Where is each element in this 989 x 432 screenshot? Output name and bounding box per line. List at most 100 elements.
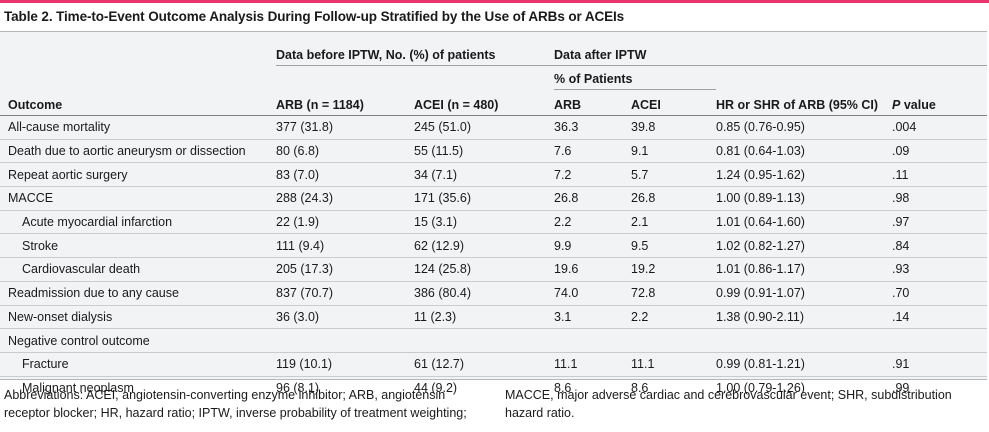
cell-acei-after: 2.1 [631, 210, 716, 235]
cell-arb-before: 288 (24.3) [276, 186, 414, 211]
table-row: Stroke 111 (9.4) 62 (12.9) 9.9 9.5 1.02 (0.82… [0, 233, 988, 259]
table-row: Death due to aortic aneurysm or dissecti… [0, 139, 988, 164]
cell-arb-before: 80 (6.8) [276, 139, 414, 164]
cell-acei-before: 34 (7.1) [414, 162, 554, 188]
cell-outcome: Cardiovascular death [0, 257, 276, 282]
cell-acei-after: 5.7 [631, 162, 716, 188]
cell-acei-after: 72.8 [631, 281, 716, 306]
table-row: Malignant neoplasm 96 (8.1) 44 (9.2) 8.6 8.6… [0, 376, 987, 399]
col-header-outcome: Outcome [0, 89, 276, 116]
cell-hr: 1.00 (0.89-1.13) [716, 186, 892, 211]
results-table: Data before IPTW, No. (%) of patients Da… [0, 32, 988, 400]
cell-arb-after [554, 328, 631, 353]
cell-outcome: Death due to aortic aneurysm or dissecti… [0, 139, 276, 164]
cell-acei-before: 124 (25.8) [414, 257, 554, 282]
results-table-panel: Data before IPTW, No. (%) of patients Da… [0, 31, 988, 395]
cell-hr [716, 328, 892, 353]
table-row: Readmission due to any cause 837 (70.7) 38… [0, 281, 988, 306]
cell-acei-after: 26.8 [631, 186, 716, 211]
cell-acei-after: 19.2 [631, 257, 716, 282]
cell-hr: 1.01 (0.64-1.60) [716, 210, 892, 235]
table-row: New-onset dialysis 36 (3.0) 11 (2.3) 3.1 2.2… [0, 305, 988, 330]
cell-acei-after [631, 328, 716, 353]
cell-acei-before: 171 (35.6) [414, 186, 554, 211]
cell-hr: 1.38 (0.90-2.11) [716, 305, 892, 330]
cell-acei-after: 39.8 [631, 115, 716, 140]
cell-outcome: Acute myocardial infarction [0, 210, 276, 235]
cell-arb-before: 837 (70.7) [276, 281, 414, 306]
table-row: All-cause mortality 377 (31.8) 245 (51.0) 3… [0, 115, 988, 140]
cell-hr: 1.01 (0.86-1.17) [716, 257, 892, 282]
cell-arb-before: 22 (1.9) [276, 210, 414, 235]
cell-acei-after: 11.1 [631, 352, 716, 377]
table-row: Cardiovascular death 205 (17.3) 124 (25.8)… [0, 257, 988, 282]
cell-acei-before: 61 (12.7) [414, 352, 554, 377]
cell-arb-after: 8.6 [554, 380, 572, 395]
cell-arb-before: 119 (10.1) [276, 352, 414, 377]
header-after-iptw: Data after IPTW [554, 32, 988, 66]
cell-hr: 1.02 (0.82-1.27) [716, 233, 892, 259]
table-row: Acute myocardial infarction 22 (1.9) 15 (3… [0, 210, 988, 235]
cell-pvalue: .70 [892, 281, 988, 306]
cell-outcome: Negative control outcome [0, 328, 276, 353]
cell-outcome: Fracture [0, 352, 276, 377]
cell-pvalue: .98 [892, 186, 988, 211]
cell-acei-after: 8.6 [631, 380, 649, 395]
cell-outcome: New-onset dialysis [0, 305, 276, 330]
col-header-arb-after: ARB [554, 89, 631, 116]
cell-acei-before [414, 328, 554, 353]
col-header-acei-before: ACEI (n = 480) [414, 89, 554, 116]
cell-arb-after: 74.0 [554, 281, 631, 306]
cell-arb-after: 19.6 [554, 257, 631, 282]
cell-pvalue: .11 [892, 162, 988, 188]
col-header-arb-before: ARB (n = 1184) [276, 89, 414, 116]
cell-arb-after: 7.6 [554, 139, 631, 164]
cell-pvalue [892, 328, 988, 353]
cell-pvalue: .93 [892, 257, 988, 282]
cell-arb-after: 36.3 [554, 115, 631, 140]
header-pct-patients: % of Patients [554, 65, 716, 90]
cell-arb-before: 205 (17.3) [276, 257, 414, 282]
cell-arb-after: 9.9 [554, 233, 631, 259]
cell-outcome: Repeat aortic surgery [0, 162, 276, 188]
header-before-iptw: Data before IPTW, No. (%) of patients [276, 32, 554, 66]
cell-pvalue: .99 [892, 380, 910, 395]
cell-arb-before: 377 (31.8) [276, 115, 414, 140]
cell-arb-after: 3.1 [554, 305, 631, 330]
cell-acei-before: 11 (2.3) [414, 305, 554, 330]
col-header-hr: HR or SHR of ARB (95% CI) [716, 89, 892, 116]
cell-hr: 1.00 (0.79-1.26) [716, 380, 805, 395]
table-title: Table 2. Time-to-Event Outcome Analysis … [4, 9, 625, 24]
cell-acei-before: 44 (9.2) [414, 380, 458, 395]
cell-acei-before: 62 (12.9) [414, 233, 554, 259]
cell-arb-before [276, 328, 414, 353]
cell-acei-before: 55 (11.5) [414, 139, 554, 164]
col-header-acei-after: ACEI [631, 89, 716, 116]
cell-acei-before: 386 (80.4) [414, 281, 554, 306]
cell-hr: 0.81 (0.64-1.03) [716, 139, 892, 164]
table-row: MACCE 288 (24.3) 171 (35.6) 26.8 26.8 1.00 (0… [0, 186, 988, 211]
cell-pvalue: .09 [892, 139, 988, 164]
cell-arb-after: 7.2 [554, 162, 631, 188]
footnote-abbreviations-cont: MACCE, major adverse cardiac and cerebro… [505, 388, 952, 420]
cell-hr: 1.24 (0.95-1.62) [716, 162, 892, 188]
cell-hr: 0.99 (0.81-1.21) [716, 352, 892, 377]
table-body: All-cause mortality 377 (31.8) 245 (51.0) 3… [0, 115, 988, 400]
table-row: Negative control outcome [0, 328, 988, 353]
cell-outcome: Stroke [0, 233, 276, 259]
cell-arb-after: 26.8 [554, 186, 631, 211]
cell-outcome: MACCE [0, 186, 276, 211]
col-header-pvalue: P value [892, 89, 988, 116]
cell-outcome: Malignant neoplasm [22, 380, 134, 395]
cell-pvalue: .91 [892, 352, 988, 377]
cell-pvalue: .97 [892, 210, 988, 235]
cell-acei-before: 15 (3.1) [414, 210, 554, 235]
cell-acei-before: 245 (51.0) [414, 115, 554, 140]
cell-pvalue: .14 [892, 305, 988, 330]
cell-arb-after: 2.2 [554, 210, 631, 235]
cell-arb-after: 11.1 [554, 352, 631, 377]
cell-pvalue: .84 [892, 233, 988, 259]
cell-acei-after: 9.1 [631, 139, 716, 164]
table-row: Fracture 119 (10.1) 61 (12.7) 11.1 11.1 0.99 … [0, 352, 988, 377]
cell-hr: 0.99 (0.91-1.07) [716, 281, 892, 306]
